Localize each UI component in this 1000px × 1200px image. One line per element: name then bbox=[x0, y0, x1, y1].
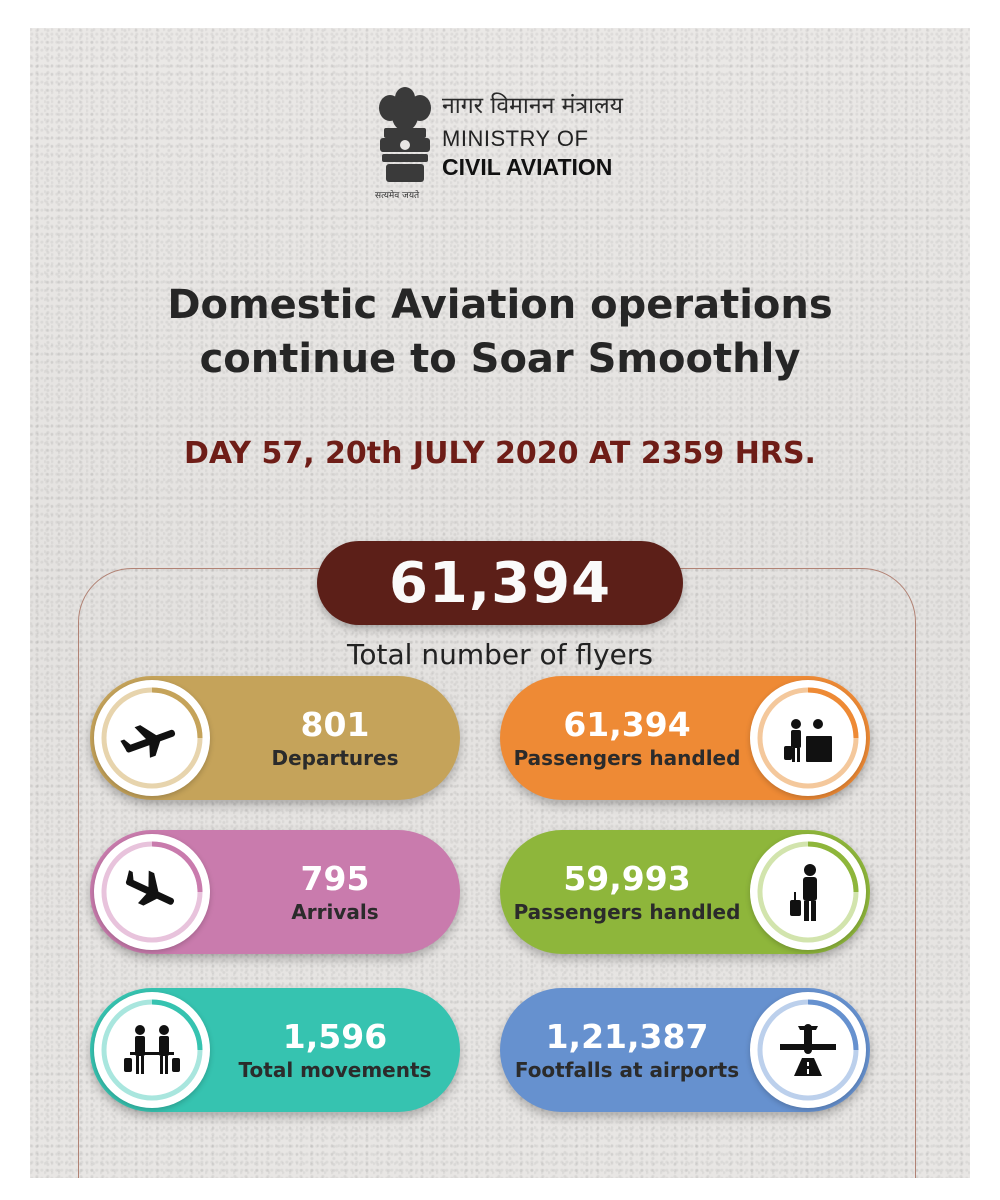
ministry-name-hindi: नागर विमानन मंत्रालय bbox=[442, 93, 624, 119]
stat-label: Footfalls at airports bbox=[514, 1058, 740, 1082]
ministry-name-line1: MINISTRY OF bbox=[442, 126, 589, 151]
ministry-name: नागर विमानन मंत्रालय MINISTRY OF CIVIL A… bbox=[442, 88, 623, 181]
stat-passengers-text: 59,993 Passengers handled bbox=[500, 830, 754, 954]
stat-label: Passengers handled bbox=[513, 900, 741, 924]
stat-value: 61,394 bbox=[563, 705, 691, 744]
stat-passengers-handled-departing: 61,394 Passengers handled bbox=[500, 676, 870, 800]
total-flyers-pill: 61,394 bbox=[317, 541, 683, 625]
national-emblem-icon bbox=[379, 87, 431, 182]
stat-value: 59,993 bbox=[563, 859, 691, 898]
stat-label: Total movements bbox=[238, 1058, 432, 1082]
stat-value: 801 bbox=[300, 705, 370, 744]
plane-on-runway-icon bbox=[750, 992, 866, 1108]
stat-value: 795 bbox=[300, 859, 370, 898]
total-flyers-value: 61,394 bbox=[388, 550, 612, 616]
people-movement-icon bbox=[94, 992, 210, 1108]
stat-label: Passengers handled bbox=[513, 746, 741, 770]
traveler-with-luggage-icon bbox=[750, 834, 866, 950]
headline-line2: continue to Soar Smoothly bbox=[199, 336, 801, 382]
ministry-name-line2: CIVIL AVIATION bbox=[442, 154, 613, 180]
stat-footfalls: 1,21,387 Footfalls at airports bbox=[500, 988, 870, 1112]
departure-plane-icon bbox=[94, 680, 210, 796]
arrival-plane-icon bbox=[94, 834, 210, 950]
stat-departures-text: 801 Departures bbox=[210, 676, 460, 800]
stat-label: Departures bbox=[271, 746, 399, 770]
infographic-card: सत्यमेव जयते नागर विमानन मंत्रालय MINIST… bbox=[30, 28, 970, 1178]
emblem-motto: सत्यमेव जयते bbox=[375, 191, 420, 201]
stat-value: 1,21,387 bbox=[545, 1017, 709, 1056]
stat-total-movements: 1,596 Total movements bbox=[90, 988, 460, 1112]
headline-line1: Domestic Aviation operations bbox=[167, 282, 833, 328]
stat-arrivals-text: 795 Arrivals bbox=[210, 830, 460, 954]
stat-arrivals: 795 Arrivals bbox=[90, 830, 460, 954]
stat-departures: 801 Departures bbox=[90, 676, 460, 800]
stat-value: 1,596 bbox=[282, 1017, 388, 1056]
stat-footfalls-text: 1,21,387 Footfalls at airports bbox=[500, 988, 754, 1112]
stat-total-movements-text: 1,596 Total movements bbox=[210, 988, 460, 1112]
stat-passengers-text: 61,394 Passengers handled bbox=[500, 676, 754, 800]
total-flyers-label: Total number of flyers bbox=[347, 638, 653, 671]
headline: Domestic Aviation operations continue to… bbox=[30, 278, 970, 386]
stat-label: Arrivals bbox=[291, 900, 379, 924]
dateline: DAY 57, 20th JULY 2020 AT 2359 HRS. bbox=[184, 436, 816, 471]
stat-passengers-handled-arriving: 59,993 Passengers handled bbox=[500, 830, 870, 954]
check-in-counter-icon bbox=[750, 680, 866, 796]
